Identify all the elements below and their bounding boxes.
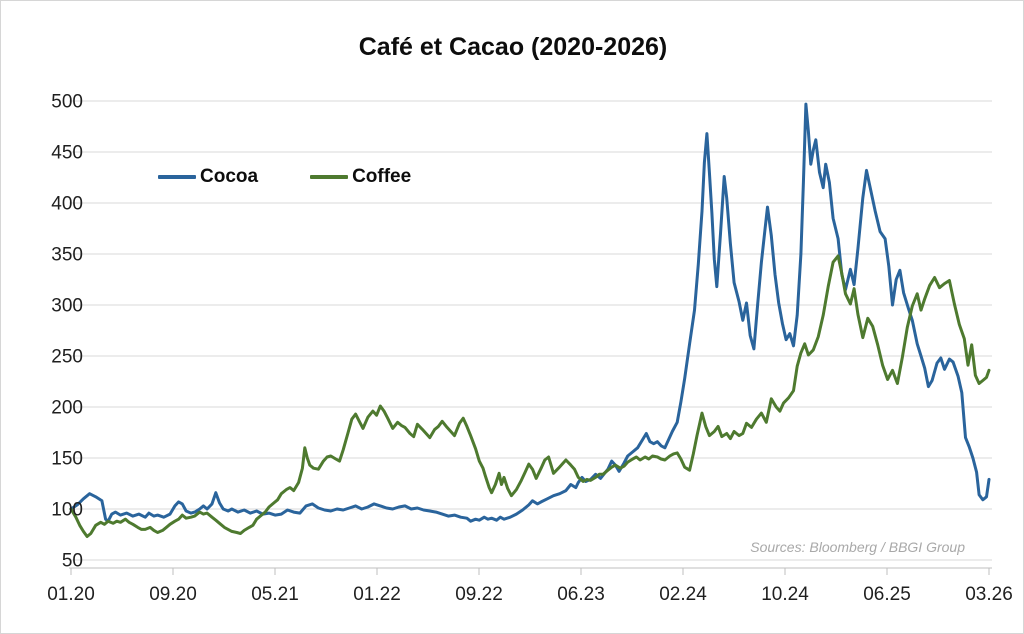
x-axis-label-10.24: 10.24: [761, 584, 809, 605]
y-axis-label-150: 150: [51, 449, 83, 470]
x-axis-label-06.23: 06.23: [557, 584, 605, 605]
x-axis-label-05.21: 05.21: [251, 584, 299, 605]
y-axis-label-350: 350: [51, 245, 83, 266]
legend: Cocoa Coffee: [158, 166, 463, 188]
y-axis-label-450: 450: [51, 143, 83, 164]
y-axis-label-250: 250: [51, 347, 83, 368]
y-axis-label-50: 50: [62, 551, 83, 572]
y-axis-label-300: 300: [51, 296, 83, 317]
x-axis-label-01.20: 01.20: [47, 584, 95, 605]
legend-item-coffee: Coffee: [310, 166, 411, 188]
coffee-line-swatch: [310, 175, 349, 179]
chart-title: Café et Cacao (2020-2026): [358, 33, 668, 61]
x-axis-label-06.25: 06.25: [863, 584, 911, 605]
cocoa-line-swatch: [158, 175, 196, 179]
y-axis-label-200: 200: [51, 398, 83, 419]
coffee-line: [69, 254, 991, 538]
legend-item-cocoa: Cocoa: [158, 166, 258, 188]
y-axis-label-100: 100: [51, 500, 83, 521]
x-axis-label-09.20: 09.20: [149, 584, 197, 605]
x-axis-label-02.24: 02.24: [659, 584, 707, 605]
x-axis-label-03.26: 03.26: [965, 584, 1013, 605]
source-note: Sources: Bloomberg / BBGI Group: [750, 539, 965, 555]
y-axis-label-400: 400: [51, 194, 83, 215]
x-axis-label-01.22: 01.22: [353, 584, 401, 605]
y-axis-label-500: 500: [51, 92, 83, 113]
x-axis-label-09.22: 09.22: [455, 584, 503, 605]
coffee-legend-label: Coffee: [352, 166, 412, 187]
cocoa-legend-label: Cocoa: [200, 166, 259, 187]
